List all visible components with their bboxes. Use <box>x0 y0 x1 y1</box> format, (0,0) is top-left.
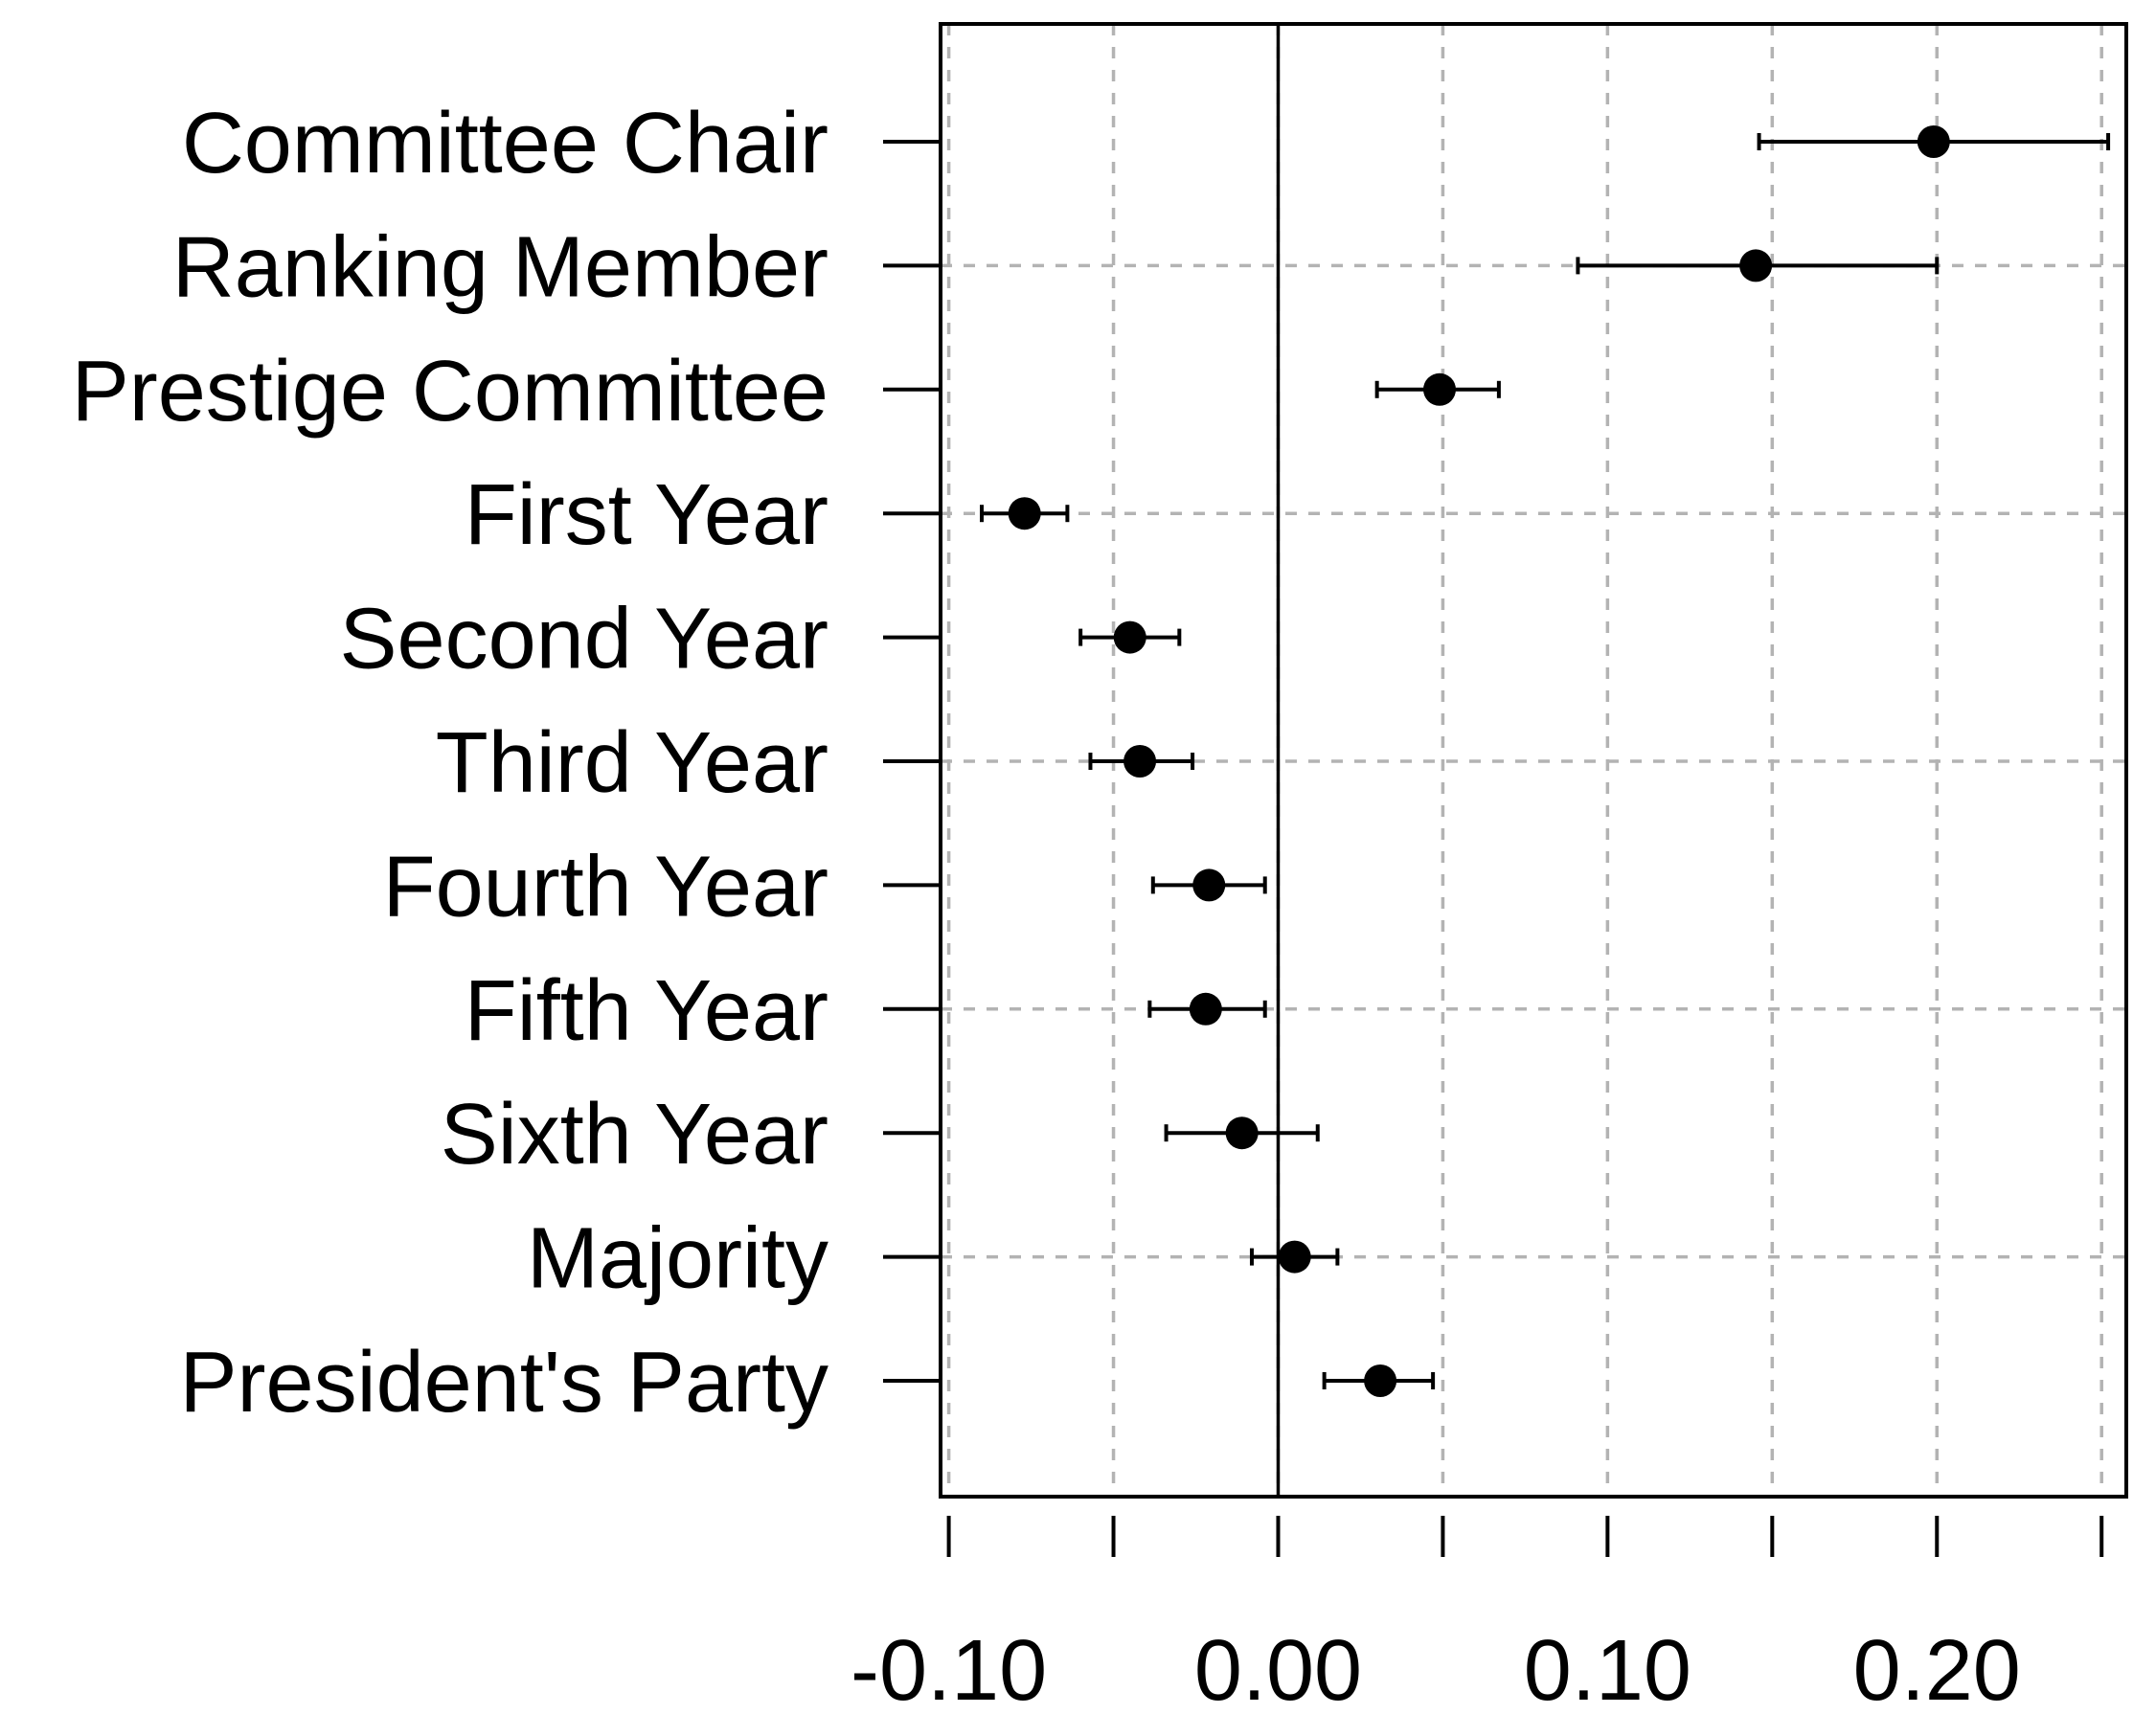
point-estimate <box>1917 125 1950 158</box>
x-tick-label: 0.10 <box>1524 1623 1691 1714</box>
point-estimate <box>1123 745 1157 778</box>
category-label: Prestige Committee <box>72 344 828 440</box>
point-estimate <box>1113 620 1146 654</box>
point-estimate <box>1739 249 1773 282</box>
category-label: Fifth Year <box>465 963 828 1059</box>
category-label: First Year <box>465 467 828 563</box>
point-estimate <box>1192 868 1226 902</box>
category-label: Committee Chair <box>182 96 828 192</box>
category-label: Majority <box>527 1211 828 1307</box>
x-tick-label: 0.00 <box>1194 1623 1362 1714</box>
point-estimate <box>1189 992 1222 1026</box>
x-tick-label: -0.10 <box>851 1623 1047 1714</box>
category-label: Fourth Year <box>383 839 828 935</box>
labels: -0.10 0.00 0.10 0.20 Committee Chair Ranking … <box>72 96 2021 1714</box>
x-tick-label: 0.20 <box>1853 1623 2021 1714</box>
point-estimate <box>1422 372 1456 406</box>
category-label: Ranking Member <box>172 219 828 315</box>
category-label: Second Year <box>340 592 828 688</box>
point-estimate <box>1225 1116 1259 1150</box>
category-label: Sixth Year <box>441 1087 828 1183</box>
data-marks <box>979 125 2111 1397</box>
category-label: Third Year <box>436 715 828 811</box>
axes <box>883 22 2128 1557</box>
point-estimate <box>1278 1240 1311 1274</box>
category-label: President's Party <box>180 1335 828 1431</box>
point-estimate <box>1364 1364 1397 1397</box>
point-estimate <box>1008 497 1041 530</box>
